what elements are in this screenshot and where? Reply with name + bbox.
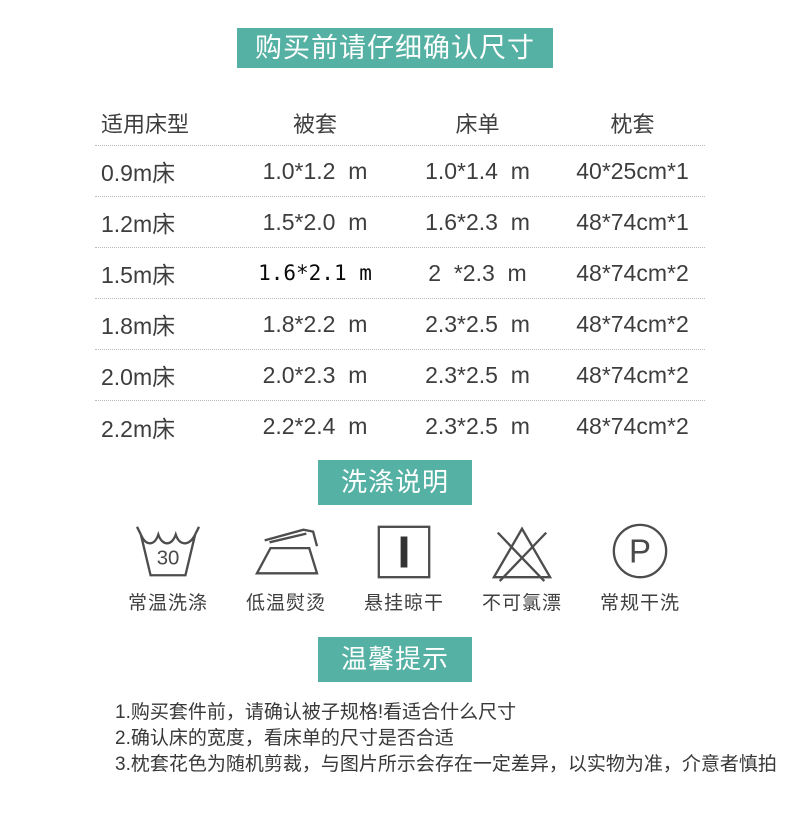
care-icons-row: 30 常温洗涤 低温熨烫 悬挂晾干 <box>128 521 680 615</box>
tip-line: 3.枕套花色为随机剪裁，与图片所示会存在一定差异，以实物为准，介意者慎拍 <box>115 754 777 775</box>
bed-type-cell: 1.2m床 <box>101 211 176 237</box>
duvet-cover-cell: 1.0*1.2 m <box>262 157 368 184</box>
bed-sheet-cell: 2.3*2.5 m <box>425 310 530 337</box>
wash-tub-30-icon: 30 <box>130 521 206 583</box>
care-label: 悬挂晾干 <box>363 593 444 614</box>
table-header-row: 适用床型 被套 床单 枕套 <box>95 100 705 146</box>
table-row: 2.0m床 2.0*2.3 m 2.3*2.5 m 48*74cm*2 <box>95 350 705 401</box>
dry-clean-icon: P <box>602 521 678 583</box>
bed-type-cell: 2.2m床 <box>101 415 176 442</box>
pillowcase-cell: 40*25cm*1 <box>576 157 689 184</box>
duvet-cover-cell: 1.6*2.1 m <box>258 261 372 285</box>
iron-icon <box>248 521 324 583</box>
no-bleach-icon <box>484 521 560 583</box>
warm-tips-banner: 温馨提示 <box>317 637 472 682</box>
pillowcase-cell: 48*74cm*2 <box>576 361 689 388</box>
wash-temp-value: 30 <box>157 548 180 570</box>
dry-clean-letter: P <box>629 533 651 570</box>
size-chart-page: 购买前请仔细确认尺寸 适用床型 被套 床单 枕套 0.9m床 1.0*1.2 m… <box>0 28 790 778</box>
table-row: 0.9m床 1.0*1.2 m 1.0*1.4 m 40*25cm*1 <box>95 146 705 197</box>
duvet-cover-cell: 2.2*2.4 m <box>262 413 368 439</box>
column-header-bed-sheet: 床单 <box>455 111 500 137</box>
column-header-pillowcase: 枕套 <box>610 111 655 137</box>
duvet-cover-cell: 1.5*2.0 m <box>262 208 368 235</box>
bed-sheet-cell: 2.3*2.5 m <box>425 413 530 439</box>
table-row: 1.2m床 1.5*2.0 m 1.6*2.3 m 48*74cm*1 <box>95 197 705 248</box>
care-label: 常规干洗 <box>599 593 680 614</box>
table-row: 2.2m床 2.2*2.4 m 2.3*2.5 m 48*74cm*2 <box>95 401 705 452</box>
bed-sheet-cell: 1.0*1.4 m <box>425 157 530 184</box>
table-row: 1.5m床 1.6*2.1 m 2 *2.3 m 48*74cm*2 <box>95 248 705 299</box>
care-label: 常温洗涤 <box>128 593 209 614</box>
pillowcase-cell: 48*74cm*2 <box>576 259 689 286</box>
column-header-duvet-cover: 被套 <box>292 111 337 137</box>
care-item-hang-dry: 悬挂晾干 <box>364 521 444 615</box>
bed-sheet-cell: 2 *2.3 m <box>428 259 527 286</box>
bed-type-cell: 1.5m床 <box>101 262 176 288</box>
bed-type-cell: 0.9m床 <box>101 160 176 186</box>
care-label: 不可氯漂 <box>481 593 562 614</box>
care-label: 低温熨烫 <box>245 593 326 614</box>
table-row: 1.8m床 1.8*2.2 m 2.3*2.5 m 48*74cm*2 <box>95 299 705 350</box>
washing-instructions-banner: 洗涤说明 <box>317 460 472 505</box>
care-item-iron: 低温熨烫 <box>246 521 326 615</box>
duvet-cover-cell: 1.8*2.2 m <box>262 310 368 337</box>
size-table: 适用床型 被套 床单 枕套 0.9m床 1.0*1.2 m 1.0*1.4 m … <box>95 100 705 452</box>
pillowcase-cell: 48*74cm*2 <box>576 413 689 439</box>
bed-type-cell: 1.8m床 <box>101 313 176 339</box>
tip-line: 1.购买套件前，请确认被子规格!看适合什么尺寸 <box>115 702 517 723</box>
bed-type-cell: 2.0m床 <box>101 364 176 390</box>
pillowcase-cell: 48*74cm*2 <box>576 310 689 337</box>
care-item-wash: 30 常温洗涤 <box>128 521 208 615</box>
care-item-dry-clean: P 常规干洗 <box>600 521 680 615</box>
column-header-bed-type: 适用床型 <box>101 111 190 137</box>
page-title-banner: 购买前请仔细确认尺寸 <box>237 28 553 68</box>
bed-sheet-cell: 2.3*2.5 m <box>425 361 530 388</box>
pillowcase-cell: 48*74cm*1 <box>576 208 689 235</box>
hang-dry-icon <box>366 521 442 583</box>
tip-line: 2.确认床的宽度，看床单的尺寸是否合适 <box>115 728 454 749</box>
duvet-cover-cell: 2.0*2.3 m <box>262 361 368 388</box>
bed-sheet-cell: 1.6*2.3 m <box>425 208 530 235</box>
care-item-no-bleach: 不可氯漂 <box>482 521 562 615</box>
tips-list: 1.购买套件前，请确认被子规格!看适合什么尺寸 2.确认床的宽度，看床单的尺寸是… <box>115 700 790 778</box>
